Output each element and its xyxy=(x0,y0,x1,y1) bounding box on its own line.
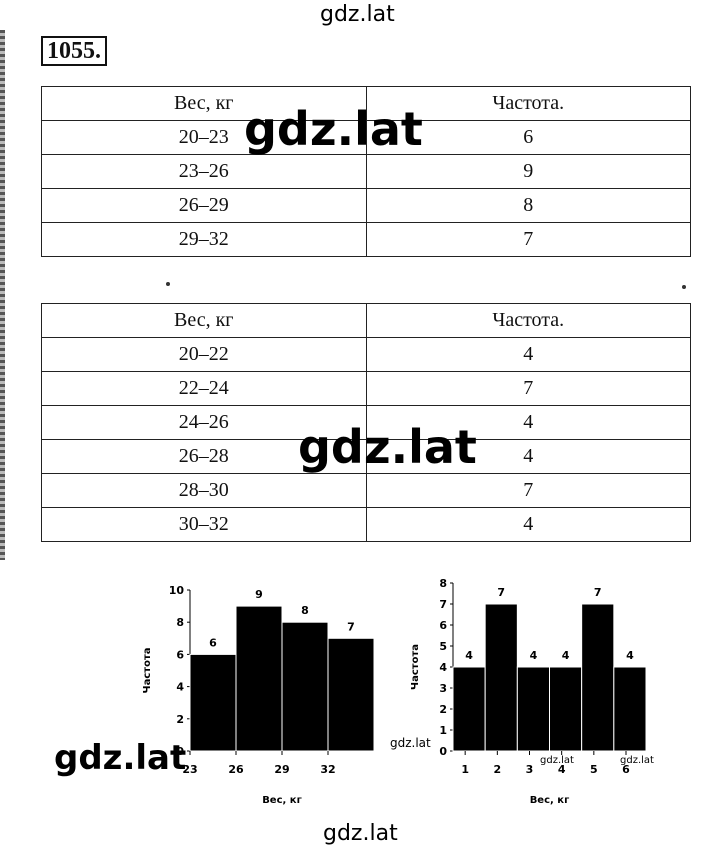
table-row: 26–29 8 xyxy=(41,188,691,223)
histogram-bar xyxy=(235,605,283,752)
table-row: 29–32 7 xyxy=(41,222,691,257)
y-tick-label: 1 xyxy=(439,724,447,737)
y-tick-label: 2 xyxy=(439,703,447,716)
table-header-row: Вес, кг Частота. xyxy=(41,86,691,121)
cell-frequency: 7 xyxy=(365,371,691,406)
cell-frequency: 8 xyxy=(365,188,691,223)
histogram-bar xyxy=(581,603,615,752)
cell-weight: 26–29 xyxy=(41,188,367,223)
cell-weight: 30–32 xyxy=(41,507,367,542)
x-tick-label: 26 xyxy=(228,763,244,776)
scan-speck xyxy=(682,285,686,289)
x-tick-label: 23 xyxy=(182,763,197,776)
cell-weight: 23–26 xyxy=(41,154,367,189)
x-tick-label: 32 xyxy=(320,763,335,776)
bar-value-label: 7 xyxy=(347,620,355,633)
bar-value-label: 4 xyxy=(465,649,473,662)
cell-weight: 22–24 xyxy=(41,371,367,406)
table-header-row: Вес, кг Частота. xyxy=(41,303,691,338)
header-weight: Вес, кг xyxy=(41,86,367,121)
header-frequency: Частота. xyxy=(365,86,691,121)
frequency-table-2: Вес, кг Частота. 20–22 4 22–24 7 24–26 4… xyxy=(41,303,691,542)
histogram-bar xyxy=(281,621,329,752)
table-row: 22–24 7 xyxy=(41,371,691,406)
y-tick-label: 0 xyxy=(439,745,447,758)
watermark-bottom: gdz.lat xyxy=(323,821,398,846)
table-row: 30–32 4 xyxy=(41,507,691,542)
y-axis-label: Частота xyxy=(410,644,421,690)
y-tick-label: 8 xyxy=(439,577,447,590)
histogram-2-svg: 0 1 2 3 4 5 6 7 8 4 7 4 4 7 4 1 2 3 4 5 6 Вес, кг Частота xyxy=(410,577,647,806)
x-tick-label: 1 xyxy=(461,763,469,776)
cell-weight: 20–22 xyxy=(41,337,367,372)
y-tick-label: 7 xyxy=(439,598,447,611)
watermark-small-1: gdz.lat xyxy=(390,736,431,750)
bar-value-label: 4 xyxy=(530,649,538,662)
y-tick-label: 8 xyxy=(176,616,184,629)
watermark-small-3: gdz.lat xyxy=(620,755,654,766)
histogram-1-svg: 0 2 4 6 8 10 6 9 8 7 23 26 29 32 Вес, кг Частота xyxy=(142,584,375,806)
bar-value-label: 7 xyxy=(497,586,505,599)
x-tick-label: 6 xyxy=(622,763,630,776)
bar-value-label: 4 xyxy=(626,649,634,662)
y-tick-label: 2 xyxy=(176,713,184,726)
histogram-1: 0 2 4 6 8 10 6 9 8 7 23 26 29 32 Вес, кг Частота xyxy=(130,580,400,817)
watermark-small-2: gdz.lat xyxy=(540,755,574,766)
histogram-bar xyxy=(549,666,583,752)
y-axis-label: Частота xyxy=(142,648,153,694)
x-tick-label: 3 xyxy=(526,763,534,776)
bar-value-label: 8 xyxy=(301,604,309,617)
bar-value-label: 7 xyxy=(594,586,602,599)
cell-frequency: 7 xyxy=(365,473,691,508)
cell-frequency: 9 xyxy=(365,154,691,189)
y-tick-label: 6 xyxy=(439,619,447,632)
problem-number: 1055. xyxy=(41,36,107,66)
x-tick-label: 2 xyxy=(494,763,502,776)
histogram-2: 0 1 2 3 4 5 6 7 8 4 7 4 4 7 4 1 2 3 4 5 6 Вес, кг Частота xyxy=(400,575,680,817)
y-tick-label: 6 xyxy=(176,648,184,661)
table-row: 23–26 9 xyxy=(41,154,691,189)
y-tick-label: 10 xyxy=(169,584,185,597)
y-tick-label: 3 xyxy=(439,682,447,695)
cell-frequency: 7 xyxy=(365,222,691,257)
x-axis-label: Вес, кг xyxy=(262,795,302,806)
watermark-overlay-1: gdz.lat xyxy=(244,102,423,156)
cell-weight: 28–30 xyxy=(41,473,367,508)
x-axis-label: Вес, кг xyxy=(530,795,570,806)
header-frequency: Частота. xyxy=(365,303,691,338)
x-tick-label: 5 xyxy=(590,763,598,776)
bar-value-label: 6 xyxy=(209,636,217,649)
histogram-bar xyxy=(613,666,647,752)
cell-frequency: 6 xyxy=(365,120,691,155)
watermark-overlay-2: gdz.lat xyxy=(298,420,477,474)
header-weight: Вес, кг xyxy=(41,303,367,338)
y-tick-label: 4 xyxy=(176,681,184,694)
histogram-bar xyxy=(484,603,518,752)
histogram-bar xyxy=(189,653,237,752)
cell-frequency: 4 xyxy=(365,337,691,372)
watermark-top: gdz.lat xyxy=(320,2,395,27)
table-row: 20–22 4 xyxy=(41,337,691,372)
y-tick-label: 0 xyxy=(176,745,184,758)
x-tick-label: 4 xyxy=(558,763,566,776)
bar-value-label: 9 xyxy=(255,588,263,601)
histogram-bar xyxy=(516,666,551,752)
bar-value-label: 4 xyxy=(562,649,570,662)
y-tick-label: 5 xyxy=(439,640,447,653)
cell-frequency: 4 xyxy=(365,439,691,474)
cell-weight: 29–32 xyxy=(41,222,367,257)
scan-speck xyxy=(166,282,170,286)
x-tick-label: 29 xyxy=(274,763,289,776)
table-row: 28–30 7 xyxy=(41,473,691,508)
page-edge-scan xyxy=(0,30,5,560)
frequency-table-1: Вес, кг Частота. 20–23 6 23–26 9 26–29 8… xyxy=(41,86,691,257)
histogram-bar xyxy=(327,637,375,752)
table-row: 26–28 4 xyxy=(41,439,691,474)
y-tick-label: 4 xyxy=(439,661,447,674)
histogram-bar xyxy=(452,666,486,752)
cell-weight: 26–28 xyxy=(41,439,367,474)
table-row: 20–23 6 xyxy=(41,120,691,155)
watermark-overlay-3: gdz.lat xyxy=(54,738,187,778)
cell-frequency: 4 xyxy=(365,507,691,542)
